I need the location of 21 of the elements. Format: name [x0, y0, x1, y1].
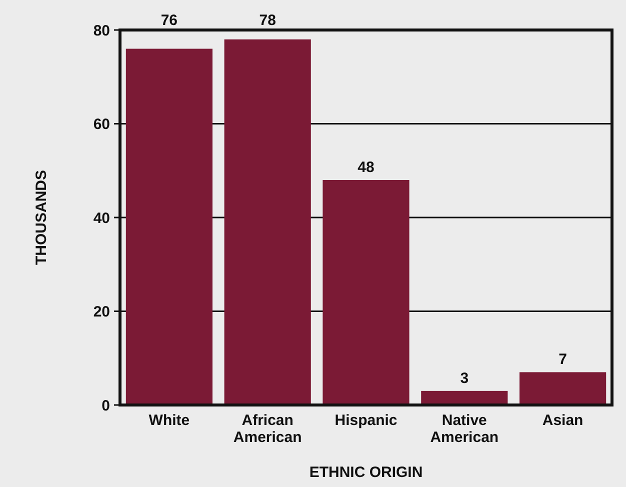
bar — [224, 39, 311, 405]
x-tick-label: Native American — [430, 412, 499, 446]
data-label: 76 — [160, 12, 178, 29]
x-tick-label: African American — [233, 412, 302, 446]
x-tick-label: Asian — [542, 412, 584, 429]
y-axis-title: THOUSANDS — [33, 170, 50, 266]
x-tick-label: White — [148, 412, 190, 429]
data-label: 78 — [259, 12, 276, 29]
data-label: 48 — [358, 159, 374, 176]
y-tick-label: 40 — [93, 210, 110, 227]
bar — [322, 180, 410, 405]
bar — [126, 48, 212, 405]
data-label: 3 — [460, 370, 469, 387]
y-tick-label: 20 — [93, 304, 110, 320]
y-tick-label: 0 — [102, 397, 110, 414]
y-tick-label: 60 — [93, 116, 110, 133]
x-axis-title: ETHNIC ORIGIN — [309, 464, 423, 481]
x-tick-label: Hispanic — [334, 412, 398, 429]
data-label: 7 — [558, 351, 567, 368]
bar — [520, 372, 606, 405]
y-tick-label: 80 — [93, 22, 110, 40]
